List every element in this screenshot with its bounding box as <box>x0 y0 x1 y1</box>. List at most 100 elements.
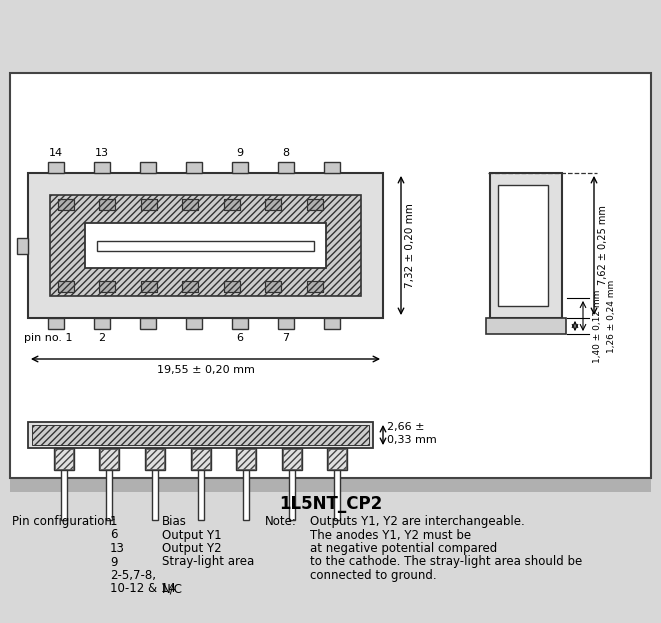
Bar <box>329 449 346 469</box>
Bar <box>237 449 255 469</box>
Bar <box>152 470 158 520</box>
Bar <box>10 478 651 492</box>
Bar <box>278 318 294 329</box>
Bar <box>99 281 116 292</box>
Bar <box>265 281 282 292</box>
Text: 7,32 ± 0,20 mm: 7,32 ± 0,20 mm <box>405 203 415 288</box>
Bar <box>307 199 323 210</box>
Text: 10-12 & 14: 10-12 & 14 <box>110 583 176 596</box>
Bar <box>85 223 326 268</box>
Bar <box>327 448 348 470</box>
Bar <box>141 281 157 292</box>
Bar <box>490 173 562 318</box>
Bar <box>282 448 302 470</box>
Text: 13: 13 <box>110 542 125 555</box>
Text: connected to ground.: connected to ground. <box>310 569 437 582</box>
Bar <box>324 162 340 173</box>
Bar <box>265 281 282 292</box>
Text: 1L5NT_CP2: 1L5NT_CP2 <box>279 495 382 513</box>
Bar <box>141 199 157 210</box>
Text: 19,55 ± 0,20 mm: 19,55 ± 0,20 mm <box>157 365 254 375</box>
Bar <box>307 199 323 210</box>
Text: 8: 8 <box>282 148 290 158</box>
Text: 6: 6 <box>237 333 243 343</box>
Bar <box>198 470 204 520</box>
Bar <box>99 448 119 470</box>
Bar <box>278 162 294 173</box>
Bar <box>48 318 64 329</box>
Bar <box>486 318 566 334</box>
Text: Output Y2: Output Y2 <box>162 542 221 555</box>
Text: 0,33 mm: 0,33 mm <box>387 435 437 445</box>
Bar <box>58 281 74 292</box>
Bar <box>224 199 240 210</box>
Bar <box>307 281 323 292</box>
Bar <box>145 448 165 470</box>
Bar <box>97 240 314 250</box>
Bar <box>265 199 282 210</box>
Text: 14: 14 <box>49 148 63 158</box>
Bar <box>55 449 73 469</box>
Bar <box>17 238 28 254</box>
Bar <box>140 162 156 173</box>
Text: N/C: N/C <box>162 583 183 596</box>
Bar <box>146 449 164 469</box>
Bar <box>94 318 110 329</box>
Text: 9: 9 <box>237 148 243 158</box>
Bar <box>232 318 248 329</box>
Text: 1,40 ± 0,12 mm: 1,40 ± 0,12 mm <box>593 289 602 363</box>
Text: Outputs Y1, Y2 are interchangeable.: Outputs Y1, Y2 are interchangeable. <box>310 515 525 528</box>
Bar <box>28 173 383 318</box>
Text: Note:: Note: <box>265 515 297 528</box>
Bar <box>224 199 240 210</box>
Text: Output Y1: Output Y1 <box>162 528 221 541</box>
Bar <box>48 162 64 173</box>
Bar <box>58 199 74 210</box>
Bar <box>224 281 240 292</box>
Bar <box>99 281 116 292</box>
Text: 7: 7 <box>282 333 290 343</box>
Bar <box>58 199 74 210</box>
Bar <box>186 162 202 173</box>
Bar <box>61 470 67 520</box>
Text: 2-5,7-8,: 2-5,7-8, <box>110 569 156 582</box>
Bar <box>141 281 157 292</box>
Bar <box>186 318 202 329</box>
Bar <box>99 199 116 210</box>
Text: pin no. 1: pin no. 1 <box>24 333 73 343</box>
Bar <box>10 73 651 478</box>
Text: 1: 1 <box>110 515 118 528</box>
Text: 1,26 ± 0,24 mm: 1,26 ± 0,24 mm <box>607 279 616 353</box>
Text: 13: 13 <box>95 148 109 158</box>
Bar <box>99 199 116 210</box>
Bar <box>182 199 198 210</box>
Bar <box>182 281 198 292</box>
Bar <box>289 470 295 520</box>
Bar <box>192 449 210 469</box>
Bar <box>265 199 282 210</box>
Bar <box>182 281 198 292</box>
Bar <box>182 199 198 210</box>
Text: Bias: Bias <box>162 515 187 528</box>
Bar <box>28 422 373 448</box>
Bar <box>106 470 112 520</box>
Bar <box>283 449 301 469</box>
Text: to the cathode. The stray-light area should be: to the cathode. The stray-light area sho… <box>310 556 582 569</box>
Bar <box>334 470 340 520</box>
Bar <box>50 195 361 296</box>
Text: The anodes Y1, Y2 must be: The anodes Y1, Y2 must be <box>310 528 471 541</box>
Bar <box>100 449 118 469</box>
Bar <box>232 162 248 173</box>
Bar <box>243 470 249 520</box>
Bar <box>141 199 157 210</box>
Bar <box>58 281 74 292</box>
Bar <box>54 448 73 470</box>
Text: at negative potential compared: at negative potential compared <box>310 542 497 555</box>
Bar <box>324 318 340 329</box>
Bar <box>224 281 240 292</box>
Text: 2,66 ±: 2,66 ± <box>387 422 424 432</box>
Bar <box>140 318 156 329</box>
Text: Stray-light area: Stray-light area <box>162 556 254 569</box>
Text: 9: 9 <box>110 556 118 569</box>
Bar <box>307 281 323 292</box>
